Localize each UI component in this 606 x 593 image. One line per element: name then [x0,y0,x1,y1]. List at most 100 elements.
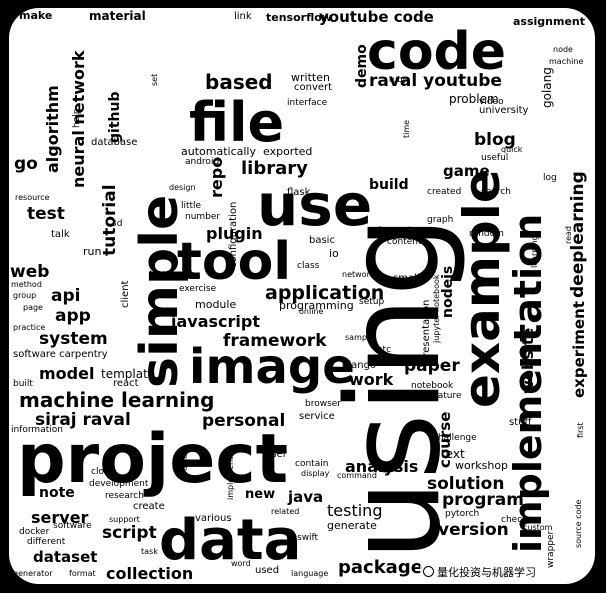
word: random [469,229,504,239]
word: log [543,173,557,183]
word: siraj raval [35,410,131,430]
word: collection [106,564,194,583]
word: little [181,201,202,211]
word: blog [474,130,516,150]
word: experiment [570,301,588,398]
word: feature [429,391,462,401]
word: custom [523,523,553,532]
word: note [39,485,75,501]
word: machine [549,57,584,66]
word: development [89,479,149,489]
word: node [553,45,573,54]
word: use [257,171,373,239]
word: web [10,262,50,282]
word: io [329,247,339,260]
word: browser [305,399,342,409]
word: word [231,559,251,568]
word: page [23,303,43,312]
word: flask [287,187,311,198]
word: code [367,22,507,82]
word: display [301,469,330,478]
word: ruby [389,75,408,84]
word: template [101,367,156,381]
word: stuff [509,417,532,428]
word: analysis [345,457,419,476]
word: plugin [206,224,263,243]
word: time [402,119,411,138]
word: talk [51,229,70,240]
word: swift [297,533,319,543]
word: resource [15,193,50,202]
word: network [342,270,375,279]
word: golang [540,67,554,108]
word: api [51,286,81,306]
word: javascript [171,312,260,331]
word-cloud: using project data code simple file use … [9,8,595,584]
word: project [17,420,289,499]
word: module [195,298,237,311]
word: go [14,154,38,174]
word: framework [223,331,327,351]
word: small [393,273,420,284]
word: challenge [433,433,477,443]
word: work [349,370,394,389]
word: task [141,547,158,556]
word: generator [13,569,53,578]
word: docker [19,527,50,537]
word: material [89,9,146,23]
word: related [271,507,300,516]
word: workshop [455,459,509,472]
word: source [180,453,189,480]
word: class [297,261,320,271]
word: content [387,237,422,247]
word: pytorch [445,509,480,519]
word: built [13,379,33,389]
word: university [479,105,529,116]
word: server [31,508,89,527]
word: etc [377,345,392,355]
word: software carpentry [13,349,108,360]
word: check [501,515,528,525]
word: read [564,225,573,244]
word: image [189,339,355,395]
word: clone [91,467,116,477]
word: game [443,162,490,180]
word: number [185,212,221,222]
word: implement [226,456,235,500]
word: design [169,183,196,192]
word: useful [481,153,509,163]
word: program [442,490,524,510]
word: solution [427,474,505,494]
word: react [113,378,139,389]
word: application [265,282,385,304]
word: presentation [421,299,432,363]
word: algorithm [43,85,62,173]
word: version [438,520,509,540]
word: package [338,557,423,578]
word: quick [501,145,523,154]
word: help [72,108,82,128]
word: tensorflow [266,11,332,24]
word: script [102,523,157,543]
word: youtube code [319,8,434,26]
word: testing [327,501,383,520]
word: learning [530,235,539,268]
word: text [441,447,465,461]
word: format [69,569,96,578]
word: various [195,513,232,524]
word: demo [354,44,370,88]
word: written [291,71,330,84]
word: contain [295,459,329,469]
word: search [481,187,511,197]
word: make [19,9,53,22]
word: programming [279,299,354,312]
word: build [369,177,409,193]
word: assignment [513,15,586,28]
word: basic [309,235,335,246]
word: nodejs [440,265,456,318]
word: graph [427,215,454,225]
word: test [27,204,65,224]
watermark-text: 量化投资与机器学习 [437,566,536,579]
word: file [189,91,285,154]
word: create [133,501,165,512]
